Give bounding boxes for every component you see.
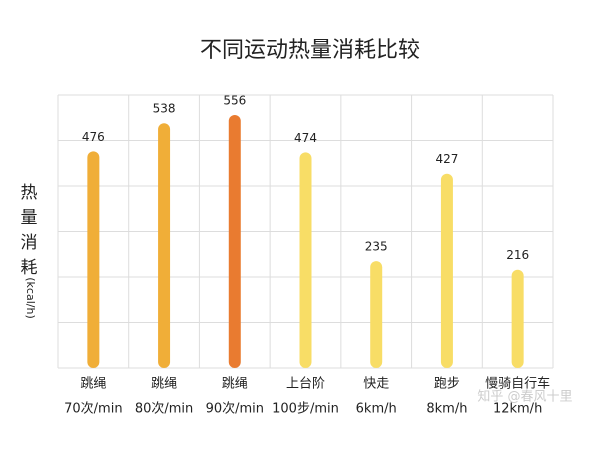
x-tick-label: 跑步 xyxy=(434,377,460,392)
bar xyxy=(370,261,383,368)
watermark: 知乎 @春风十里 xyxy=(477,389,572,405)
x-tick-label: 70次/min xyxy=(64,401,122,417)
x-tick-label: 90次/min xyxy=(206,401,264,417)
value-label: 556 xyxy=(223,94,246,108)
x-tick-label: 100步/min xyxy=(272,402,339,417)
x-tick-label: 跳绳 xyxy=(222,377,248,392)
x-tick-label: 快走 xyxy=(363,377,389,392)
x-tick-label: 6km/h xyxy=(356,402,397,417)
x-tick-label: 慢骑自行车 xyxy=(485,376,550,392)
bar xyxy=(228,115,241,369)
x-tick-label: 12km/h xyxy=(493,402,542,417)
x-tick-label: 跳绳 xyxy=(80,377,106,392)
bar xyxy=(87,151,100,368)
chart-title: 不同运动热量消耗比较 xyxy=(200,38,420,63)
value-label: 476 xyxy=(82,130,105,144)
y-axis-unit: (kcal/h) xyxy=(24,277,37,318)
value-label: 235 xyxy=(365,240,388,254)
bar xyxy=(440,173,453,368)
bar xyxy=(299,152,312,368)
value-label: 427 xyxy=(435,152,458,166)
x-tick-label: 80次/min xyxy=(135,401,193,417)
value-label: 474 xyxy=(294,131,317,145)
x-tick-label: 8km/h xyxy=(426,402,467,417)
bar xyxy=(158,123,171,369)
value-label: 216 xyxy=(506,248,529,262)
y-axis-label: 热量消耗 xyxy=(21,183,38,278)
bar xyxy=(511,269,524,368)
x-tick-label: 上台阶 xyxy=(286,377,325,392)
value-label: 538 xyxy=(153,102,176,116)
x-tick-label: 跳绳 xyxy=(151,377,177,392)
